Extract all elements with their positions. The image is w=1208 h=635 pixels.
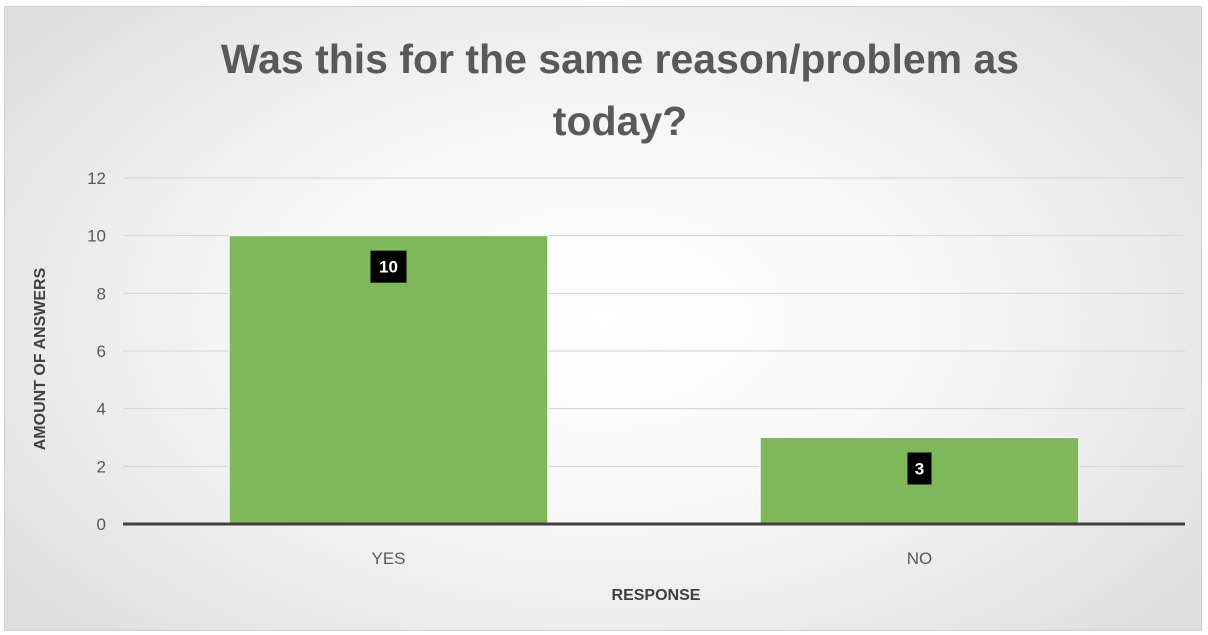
data-label-yes: 10	[370, 250, 407, 283]
y-tick-label: 10	[87, 227, 106, 246]
y-tick-label: 8	[97, 284, 106, 303]
bar-chart: Was this for the same reason/problem as …	[32, 36, 1185, 604]
y-axis-ticks: 0 2 4 6 8 10 12	[87, 169, 106, 534]
data-labels: 10 3	[370, 250, 932, 485]
y-tick-label: 0	[97, 515, 106, 534]
data-label-value: 10	[379, 258, 398, 277]
chart-title-line-2: today?	[553, 98, 687, 144]
data-label-value: 3	[915, 460, 924, 479]
y-tick-label: 2	[97, 457, 106, 476]
x-axis-ticks: YES NO	[371, 549, 932, 568]
x-tick-label: NO	[907, 549, 933, 568]
x-axis-title: RESPONSE	[612, 587, 701, 604]
chart-title-line-1: Was this for the same reason/problem as	[221, 36, 1019, 82]
y-tick-label: 12	[87, 169, 106, 188]
bars	[228, 235, 1080, 525]
data-label-box	[907, 452, 932, 485]
y-axis-title: AMOUNT OF ANSWERS	[32, 267, 49, 450]
bar-yes	[228, 235, 549, 525]
data-label-box	[370, 250, 407, 283]
chart-frame: Was this for the same reason/problem as …	[4, 6, 1202, 631]
data-label-no: 3	[907, 452, 932, 485]
y-tick-label: 4	[97, 400, 106, 419]
x-tick-label: YES	[371, 549, 405, 568]
y-tick-label: 6	[97, 342, 106, 361]
